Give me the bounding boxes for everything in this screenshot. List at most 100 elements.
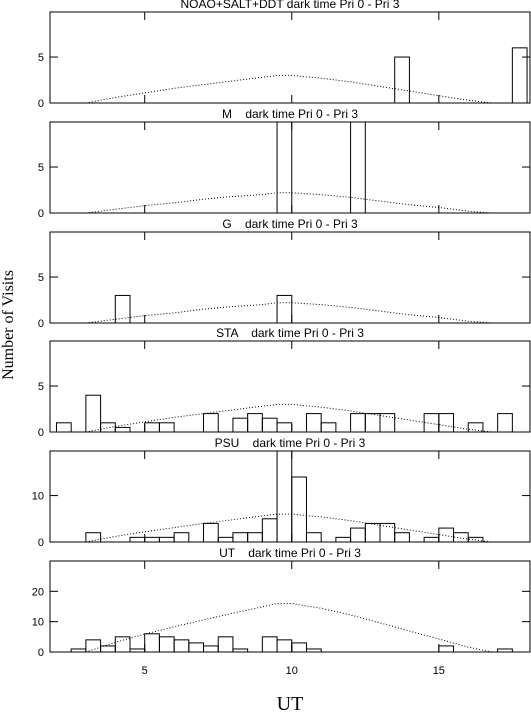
bar xyxy=(350,122,366,213)
y-tick-label: 0 xyxy=(38,537,44,549)
y-tick-label: 5 xyxy=(38,381,44,393)
y-tick-label: 0 xyxy=(38,647,44,659)
bar xyxy=(232,532,249,542)
bar xyxy=(173,532,190,542)
panel-frame xyxy=(49,450,531,543)
panel-title: M dark time Pri 0 - Pri 3 xyxy=(222,107,358,121)
bar xyxy=(173,639,190,652)
bar xyxy=(261,518,278,542)
x-tick-label: 10 xyxy=(286,665,298,677)
bar xyxy=(350,527,366,542)
panel-title: NOAO+SALT+DDT dark time Pri 0 - Pri 3 xyxy=(181,0,400,11)
bar xyxy=(305,648,322,652)
bar xyxy=(276,122,293,213)
bar xyxy=(247,532,263,542)
bar xyxy=(291,642,307,652)
bar xyxy=(497,413,513,432)
bar xyxy=(438,645,455,652)
bar xyxy=(438,413,455,432)
bar xyxy=(276,422,293,432)
bar xyxy=(335,536,352,542)
bar xyxy=(85,639,102,652)
bar xyxy=(276,639,293,652)
bar xyxy=(100,645,116,652)
panel-frame xyxy=(49,11,531,104)
panel-title: UT dark time Pri 0 - Pri 3 xyxy=(219,546,361,560)
bar xyxy=(158,422,175,432)
bar xyxy=(453,532,469,542)
bar xyxy=(379,413,396,432)
panel-frame xyxy=(49,340,531,433)
bar xyxy=(497,648,513,652)
bar xyxy=(114,294,131,323)
plot-area xyxy=(55,394,513,432)
bar xyxy=(129,536,146,542)
bar xyxy=(232,648,249,652)
bar xyxy=(203,522,219,542)
bar xyxy=(305,532,322,542)
y-tick-label: 5 xyxy=(38,162,44,174)
bar xyxy=(423,536,440,542)
model-curve xyxy=(85,403,492,432)
bar xyxy=(144,633,160,652)
bar xyxy=(203,413,219,432)
x-axis-label: UT xyxy=(277,693,304,715)
y-tick-label: 5 xyxy=(38,52,44,64)
plot-area xyxy=(85,122,492,213)
bar xyxy=(261,417,278,432)
bar xyxy=(379,522,396,542)
bar xyxy=(276,451,293,542)
bar xyxy=(217,636,234,652)
bar xyxy=(291,476,307,542)
bar xyxy=(305,413,322,432)
panel-frame xyxy=(49,121,531,214)
bar xyxy=(232,417,249,432)
bar xyxy=(144,422,160,432)
plot-area xyxy=(85,451,492,542)
y-tick-label: 5 xyxy=(38,272,44,284)
bar xyxy=(511,47,528,103)
bar xyxy=(320,422,337,432)
panel-title: STA dark time Pri 0 - Pri 3 xyxy=(216,326,364,340)
y-axis-label: Number of Visits xyxy=(0,270,17,380)
bar xyxy=(114,426,131,432)
y-tick-label: 0 xyxy=(38,208,44,220)
panel-title: PSU dark time Pri 0 - Pri 3 xyxy=(215,436,366,450)
plot-area xyxy=(85,47,528,103)
y-tick-label: 10 xyxy=(32,617,44,629)
bar xyxy=(364,413,381,432)
y-tick-label: 10 xyxy=(32,491,44,503)
model-curve xyxy=(85,192,492,213)
bar xyxy=(394,532,410,542)
bar xyxy=(55,422,72,432)
bar xyxy=(467,422,484,432)
y-tick-label: 0 xyxy=(38,427,44,439)
bar xyxy=(217,536,234,542)
bar xyxy=(350,413,366,432)
bar xyxy=(423,413,440,432)
bar xyxy=(158,536,175,542)
bar xyxy=(85,532,102,542)
y-tick-label: 0 xyxy=(38,318,44,330)
model-curve xyxy=(85,74,492,103)
panel-title: G dark time Pri 0 - Pri 3 xyxy=(222,217,358,231)
model-curve xyxy=(85,602,492,652)
bar xyxy=(158,636,175,652)
bar xyxy=(438,527,455,542)
bar xyxy=(144,536,160,542)
bar xyxy=(85,394,102,432)
bar xyxy=(203,645,219,652)
bar xyxy=(276,294,293,323)
model-curve xyxy=(85,302,492,323)
panel-frame xyxy=(49,231,531,324)
y-tick-label: 0 xyxy=(38,98,44,110)
bar xyxy=(188,642,205,652)
x-tick-label: 15 xyxy=(433,665,445,677)
y-tick-label: 20 xyxy=(32,586,44,598)
plot-area xyxy=(85,294,492,323)
bar xyxy=(247,413,263,432)
panel-frame xyxy=(49,560,531,653)
bar xyxy=(114,636,131,652)
